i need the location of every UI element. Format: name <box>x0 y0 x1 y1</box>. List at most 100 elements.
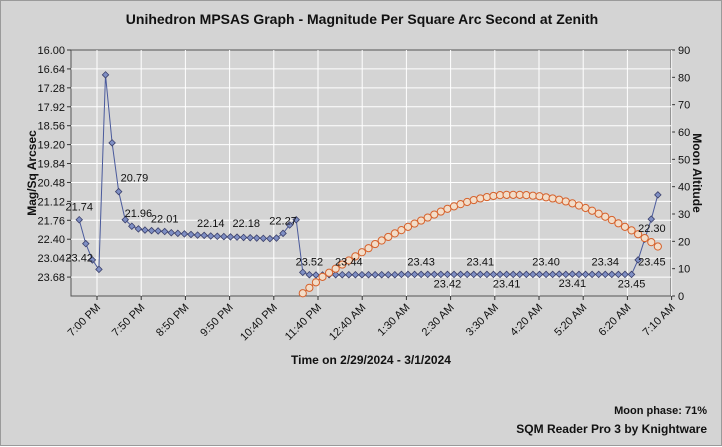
data-point <box>489 270 498 279</box>
data-point <box>351 252 360 261</box>
data-label: 23.42 <box>434 278 462 290</box>
y-left-tick-label: 23.68 <box>37 272 65 284</box>
x-tick-label: 12:40 AM <box>327 302 368 343</box>
data-point <box>187 230 195 239</box>
y-right-tick-label: 70 <box>678 100 690 112</box>
data-point <box>601 270 610 279</box>
data-point <box>555 195 564 204</box>
data-point <box>437 270 445 279</box>
data-point <box>371 270 379 279</box>
y-left-tick-label: 18.56 <box>37 121 65 133</box>
data-point <box>358 270 366 279</box>
y-right-tick-label: 40 <box>678 182 690 194</box>
data-point <box>548 194 557 203</box>
data-point <box>621 270 629 279</box>
data-point <box>279 229 287 238</box>
data-point <box>305 283 314 292</box>
x-tick-label: 9:50 PM <box>198 302 235 339</box>
y-left-tick-label: 21.12 <box>37 196 65 208</box>
y-right-tick-label: 0 <box>678 291 684 303</box>
data-point <box>647 215 656 223</box>
data-point <box>193 231 202 239</box>
data-label: 23.42 <box>65 252 93 264</box>
data-label: 22.18 <box>232 218 260 230</box>
data-point <box>82 239 90 248</box>
data-point <box>522 270 531 279</box>
data-point <box>226 233 235 241</box>
data-point <box>502 270 511 279</box>
data-point <box>357 248 367 257</box>
credit-text: SQM Reader Pro 3 by Knightware <box>516 422 707 436</box>
y-right-tick-label: 50 <box>678 154 690 166</box>
data-point <box>266 234 274 243</box>
data-point <box>562 270 570 279</box>
data-point <box>476 270 485 279</box>
data-label: 23.52 <box>296 257 324 269</box>
data-point <box>338 270 346 279</box>
data-point <box>174 229 182 238</box>
data-label: 23.41 <box>467 256 495 268</box>
data-point <box>259 234 268 243</box>
data-point <box>384 270 393 279</box>
y-right-tick-label: 90 <box>678 45 690 57</box>
data-point <box>371 239 380 249</box>
data-point <box>108 139 116 147</box>
data-label: 23.45 <box>638 256 666 268</box>
data-point <box>587 206 597 215</box>
data-point <box>298 289 307 298</box>
plot-area <box>70 49 672 297</box>
data-point <box>331 270 340 279</box>
y-left-tick-label: 17.28 <box>37 83 65 95</box>
data-point <box>404 270 412 279</box>
data-point <box>634 256 642 264</box>
data-point <box>555 270 563 278</box>
data-point <box>377 270 386 279</box>
data-point <box>483 270 491 279</box>
x-tick-label: 3:30 AM <box>464 302 501 339</box>
data-point <box>620 222 630 231</box>
y-axis-right-label: Moon Altitude <box>690 133 704 213</box>
data-point <box>594 209 603 218</box>
y-left-tick-label: 16.00 <box>37 45 65 57</box>
data-point <box>121 215 130 224</box>
data-point <box>614 270 623 279</box>
data-point <box>535 270 544 279</box>
data-point <box>516 270 524 279</box>
data-point <box>299 268 307 277</box>
data-point <box>627 226 636 235</box>
data-point <box>160 227 169 236</box>
data-label: 22.30 <box>638 223 666 235</box>
data-point <box>206 232 215 240</box>
data-point <box>351 270 360 279</box>
y-right-tick-label: 30 <box>678 209 690 221</box>
data-point <box>285 221 294 229</box>
y-right-tick-label: 60 <box>678 127 690 139</box>
y-left-tick-label: 17.92 <box>37 102 65 114</box>
data-point <box>634 230 643 239</box>
data-point <box>364 270 373 279</box>
data-point <box>338 260 347 269</box>
data-point <box>345 270 353 279</box>
data-point <box>443 270 452 279</box>
data-label: 23.45 <box>618 278 646 290</box>
data-point <box>233 233 241 241</box>
data-point <box>252 234 261 242</box>
data-point <box>548 270 557 279</box>
y-axis-left-label: Mag/Sq Arcsec <box>25 130 39 216</box>
y-right-tick-label: 10 <box>678 264 690 276</box>
x-tick-label: 7:10 AM <box>641 302 678 339</box>
data-point <box>627 270 636 279</box>
data-point <box>423 270 432 279</box>
data-point <box>654 191 662 199</box>
y-left-tick-label: 23.04 <box>37 253 65 265</box>
data-point <box>180 230 189 238</box>
data-point <box>312 271 320 279</box>
data-point <box>469 270 478 279</box>
x-tick-label: 6:20 AM <box>596 302 633 339</box>
data-point <box>410 219 419 228</box>
data-point <box>200 231 208 240</box>
data-point <box>489 191 498 201</box>
data-point <box>647 238 656 247</box>
data-point <box>476 194 485 203</box>
